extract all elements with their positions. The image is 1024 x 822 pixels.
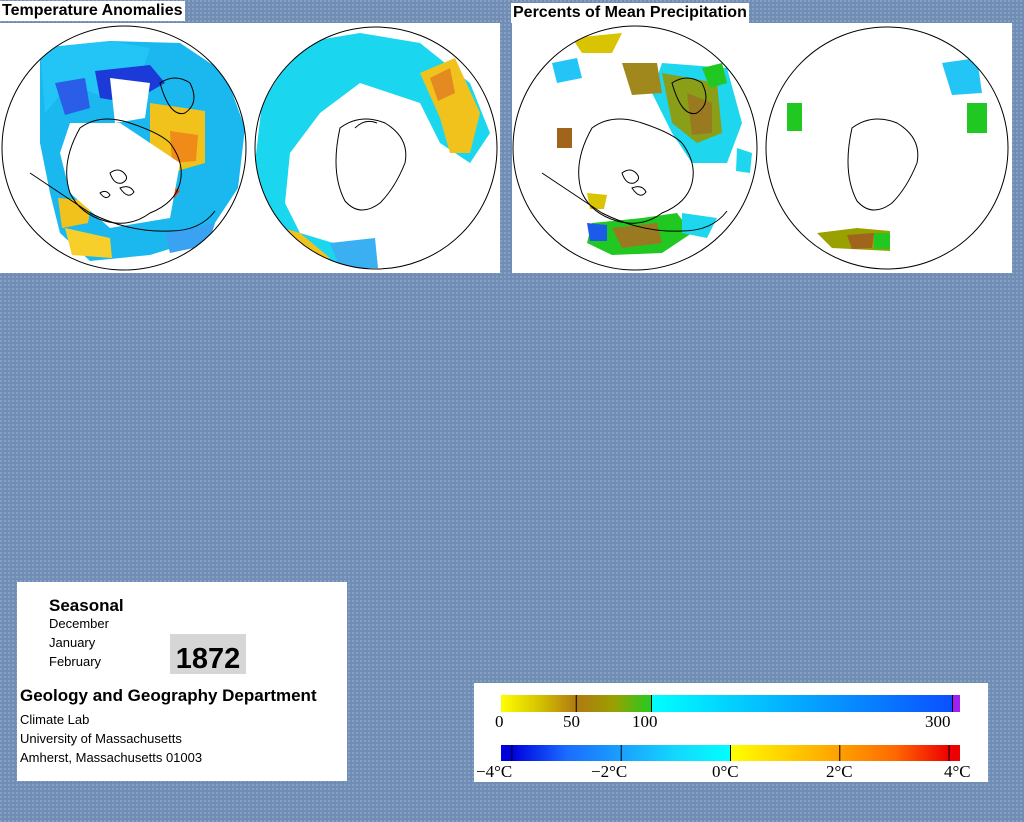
precipitation-map-panel	[512, 23, 1012, 273]
color-scale-legend: 0 50 100 300 −4°C −2°C 0°C 2°C 4°C	[476, 695, 971, 781]
precipitation-hemisphere-maps	[512, 25, 1009, 271]
precipitation-legend-tick-label: 0	[495, 712, 504, 731]
legend-box: 0 50 100 300 −4°C −2°C 0°C 2°C 4°C	[474, 683, 988, 782]
temperature-legend-tick-label: −4°C	[476, 762, 512, 781]
precipitation-legend-bar	[501, 695, 960, 712]
precipitation-legend-tick-label: 300	[925, 712, 951, 731]
season-label: Seasonal	[49, 596, 124, 615]
address-line-university: University of Massachusetts	[20, 731, 182, 746]
temperature-panel-title: Temperature Anomalies	[0, 1, 185, 21]
address-line-city: Amherst, Massachusetts 01003	[20, 750, 203, 765]
info-box: Seasonal December January February 1872 …	[17, 582, 347, 781]
temperature-legend-tick-label: 4°C	[944, 762, 971, 781]
precipitation-legend-tick-label: 100	[632, 712, 658, 731]
temperature-globe-north	[2, 26, 246, 270]
precipitation-legend-tick-label: 50	[563, 712, 580, 731]
temperature-legend-tick-label: 0°C	[712, 762, 739, 781]
temperature-legend-tick-label: 2°C	[826, 762, 853, 781]
address-line-lab: Climate Lab	[20, 712, 90, 727]
temperature-legend-tick-label: −2°C	[591, 762, 627, 781]
month-january: January	[49, 635, 96, 650]
precipitation-globe-north	[513, 26, 757, 270]
month-february: February	[49, 654, 102, 669]
month-december: December	[49, 616, 109, 631]
precipitation-panel-title: Percents of Mean Precipitation	[511, 3, 749, 23]
department-name: Geology and Geography Department	[20, 686, 317, 705]
temperature-map-panel	[0, 23, 500, 273]
year-label: 1872	[170, 634, 246, 674]
temperature-globe-south	[255, 27, 497, 269]
precipitation-globe-south	[766, 27, 1008, 269]
temperature-hemisphere-maps	[1, 25, 498, 271]
